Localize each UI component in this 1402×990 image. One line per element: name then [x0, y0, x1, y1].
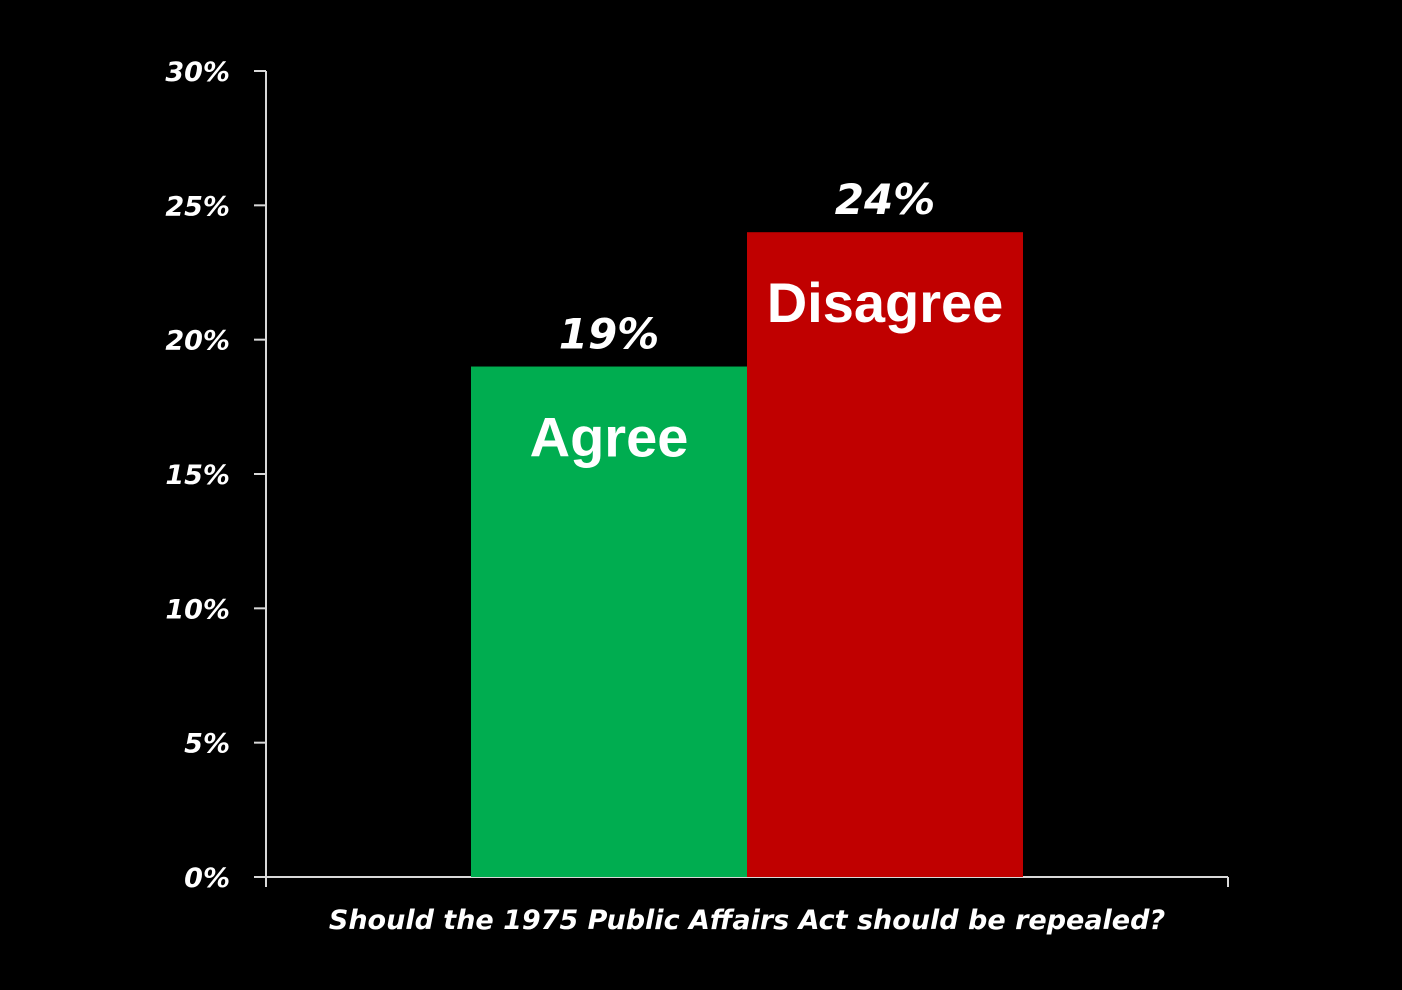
y-tick-label: 25%: [165, 191, 230, 222]
value-label-agree: 19%: [559, 310, 660, 359]
category-label-disagree: Disagree: [767, 271, 1004, 334]
y-tick-label: 30%: [165, 57, 230, 88]
y-tick-label: 20%: [165, 326, 230, 357]
value-label-disagree: 24%: [835, 175, 936, 224]
y-axis: 0% 5% 10% 15% 20% 25% 30%: [165, 57, 267, 894]
y-tick-label: 15%: [165, 460, 230, 491]
x-axis-title: Should the 1975 Public Affairs Act shoul…: [329, 905, 1165, 936]
category-label-agree: Agree: [530, 406, 689, 469]
y-tick-label: 5%: [184, 729, 230, 760]
y-tick-label: 0%: [184, 863, 230, 894]
y-tick-label: 10%: [165, 594, 230, 625]
bars: [471, 232, 1023, 877]
labels: 19% Agree 24% Disagree: [530, 175, 1004, 468]
bar-agree: [471, 366, 747, 877]
bar-disagree: [747, 232, 1023, 877]
